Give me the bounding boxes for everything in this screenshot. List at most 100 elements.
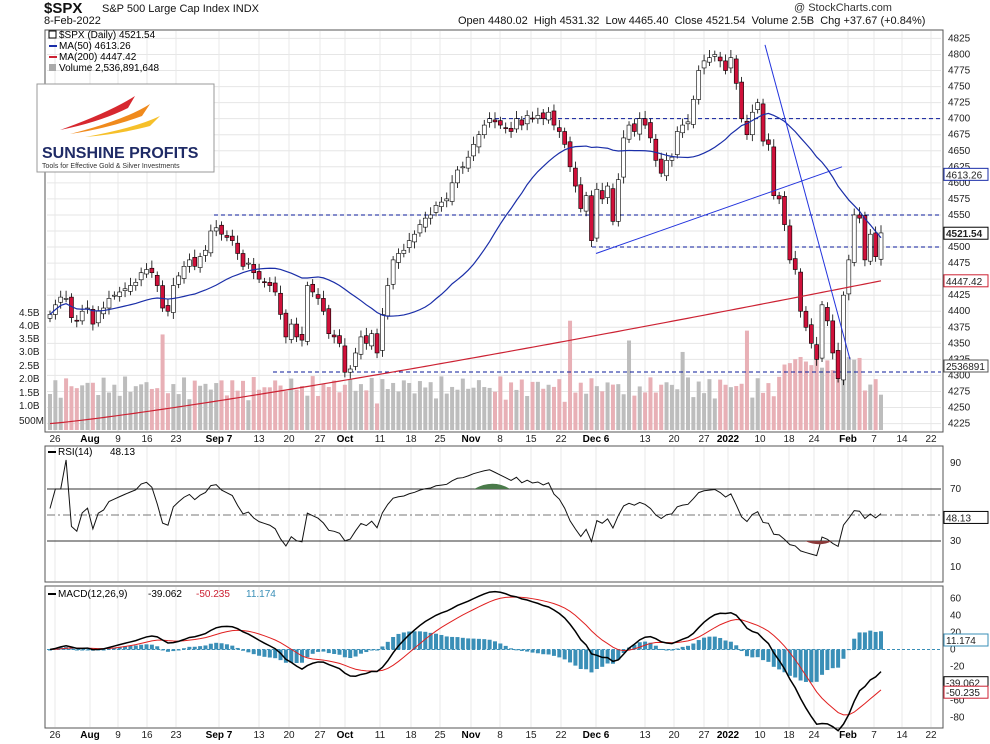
x-axis-label: 24 [808, 730, 820, 741]
price-candle [696, 70, 702, 100]
macd-histogram-bar [321, 649, 326, 652]
macd-histogram-bar [509, 648, 514, 650]
volume-bar [219, 380, 224, 430]
price-candle [321, 298, 326, 312]
volume-tick-label: 500M [19, 416, 44, 427]
x-axis-label: 13 [639, 730, 651, 741]
x-axis-label: 23 [170, 730, 182, 741]
x-axis-label: 22 [925, 730, 937, 741]
macd-histogram-bar [610, 649, 615, 664]
volume-bar [551, 386, 556, 430]
price-candle [760, 103, 766, 142]
price-candle [439, 201, 444, 207]
price-candle [557, 127, 562, 132]
volume-bar [90, 382, 95, 430]
value-tags: 4613.26 4521.54 4447.42 2536891 48.13 11.174 -… [943, 167, 989, 699]
volume-bar [787, 363, 792, 430]
price-candle [246, 262, 251, 265]
price-tick-label: 4750 [948, 82, 971, 93]
volume-bar [852, 359, 857, 430]
logo-name: SUNSHINE PROFITS [42, 145, 199, 162]
price-candle [412, 233, 417, 243]
volume-tick-label: 3.0B [19, 347, 40, 358]
macd-histogram-bar [568, 649, 573, 663]
price-candle [138, 272, 144, 281]
x-axis-label: 27 [314, 434, 326, 445]
macd-histogram-bar [155, 646, 160, 650]
rsi-legend-label: RSI(14) [58, 447, 92, 458]
volume-bar [519, 379, 524, 430]
macd-panel-frame [44, 585, 944, 729]
ohlc-readout: Open 4480.02 High 4531.32 Low 4465.40 Cl… [458, 15, 925, 27]
price-tick-label: 4250 [948, 403, 971, 414]
macd-histogram-bar [809, 649, 814, 683]
volume-bar [332, 380, 337, 430]
change-label: Chg [820, 15, 841, 27]
price-tick-label: 4275 [948, 386, 971, 397]
macd-histogram-bar [578, 649, 583, 669]
volume-bar [450, 386, 455, 430]
price-candle [514, 118, 519, 130]
price-candle [476, 134, 482, 148]
volume-bar [476, 380, 481, 430]
price-candle [669, 156, 675, 161]
volume-bar [535, 381, 540, 430]
price-candle [809, 324, 814, 344]
price-candle [385, 285, 391, 317]
price-candle [208, 230, 214, 254]
x-axis-label: 7 [871, 434, 877, 445]
macd-histogram-bar [584, 649, 589, 670]
volume-bar [342, 384, 347, 430]
volume-bar [235, 390, 240, 430]
price-tick-label: 4400 [948, 306, 971, 317]
trend-lines [595, 44, 851, 360]
volume-bar [755, 378, 760, 430]
volume-bar [58, 397, 63, 430]
volume-bars [48, 320, 883, 430]
macd-histogram-bar [750, 649, 755, 658]
volume-bar [460, 378, 465, 430]
volume-bar [803, 361, 808, 430]
macd-histogram-bar [873, 631, 878, 650]
price-candle [299, 334, 305, 341]
rsi-legend-value: 48.13 [110, 447, 135, 458]
price-candle [766, 139, 771, 145]
x-axis-label: 9 [115, 434, 121, 445]
volume-bar [659, 384, 664, 430]
volume-bar [391, 382, 396, 430]
macd-histogram-bar [342, 649, 347, 658]
macd-histogram-bar [273, 649, 278, 659]
x-axis-label: 16 [141, 730, 153, 741]
x-axis-label: 22 [555, 434, 567, 445]
price-candle [873, 232, 878, 257]
price-candle [219, 224, 224, 235]
price-candle [213, 227, 219, 232]
x-axis-label: 14 [896, 730, 908, 741]
macd-histogram-bar [841, 649, 846, 659]
volume-bar [396, 391, 401, 430]
volume-bar [712, 398, 717, 430]
macd-histogram-bar [460, 637, 465, 650]
x-axis-label: 9 [115, 730, 121, 741]
x-axis-label: Feb [839, 730, 857, 741]
price-candle [192, 257, 198, 267]
volume-bar [139, 384, 144, 430]
volume-bar [117, 395, 122, 430]
price-candle [814, 344, 819, 360]
volume-bar [337, 392, 342, 430]
x-axis-label: 27 [698, 730, 710, 741]
volume-bar [541, 388, 546, 430]
macd-histogram-bar [235, 647, 240, 650]
price-candle [519, 119, 525, 126]
price-candle [674, 131, 680, 155]
macd-histogram-bar [412, 631, 417, 650]
volume-bar [739, 383, 744, 430]
volume-bar [546, 384, 551, 430]
volume-bar [316, 395, 321, 430]
volume-bar [557, 379, 562, 430]
x-axis-label: 25 [434, 434, 446, 445]
x-axis-label: 11 [375, 730, 386, 741]
volume-bar [685, 377, 690, 430]
macd-histogram-bar [868, 630, 873, 650]
price-candle [717, 56, 723, 62]
